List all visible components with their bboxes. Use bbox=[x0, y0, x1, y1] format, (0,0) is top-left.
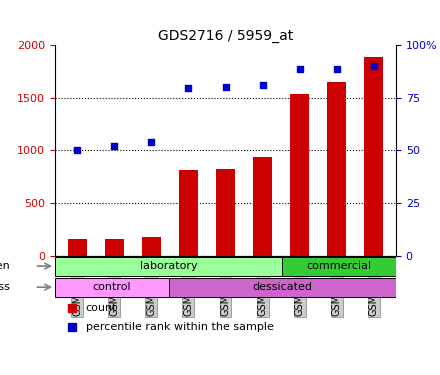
Point bbox=[259, 82, 266, 88]
Text: percentile rank within the sample: percentile rank within the sample bbox=[86, 321, 274, 332]
Bar bbox=[142, 237, 161, 255]
Text: count: count bbox=[86, 303, 117, 313]
Point bbox=[296, 66, 303, 72]
FancyBboxPatch shape bbox=[55, 278, 169, 297]
Point bbox=[185, 85, 192, 91]
Bar bbox=[68, 239, 87, 255]
Bar bbox=[179, 170, 198, 255]
Point bbox=[74, 147, 81, 153]
Point bbox=[222, 84, 229, 90]
Point bbox=[370, 63, 377, 69]
Title: GDS2716 / 5959_at: GDS2716 / 5959_at bbox=[158, 28, 293, 43]
FancyBboxPatch shape bbox=[55, 256, 282, 276]
Text: laboratory: laboratory bbox=[140, 261, 198, 271]
Text: specimen: specimen bbox=[0, 261, 11, 271]
Text: control: control bbox=[92, 282, 131, 292]
FancyBboxPatch shape bbox=[282, 256, 396, 276]
FancyBboxPatch shape bbox=[169, 278, 396, 297]
Bar bbox=[253, 157, 272, 255]
Text: commercial: commercial bbox=[307, 261, 372, 271]
Bar bbox=[216, 169, 235, 255]
Bar bbox=[327, 82, 346, 255]
Text: stress: stress bbox=[0, 282, 11, 292]
Bar bbox=[290, 94, 309, 255]
Point bbox=[333, 66, 340, 72]
Point bbox=[148, 139, 155, 145]
Bar bbox=[364, 57, 383, 255]
Point bbox=[111, 143, 118, 149]
Bar bbox=[105, 239, 124, 255]
Text: dessicated: dessicated bbox=[252, 282, 312, 292]
